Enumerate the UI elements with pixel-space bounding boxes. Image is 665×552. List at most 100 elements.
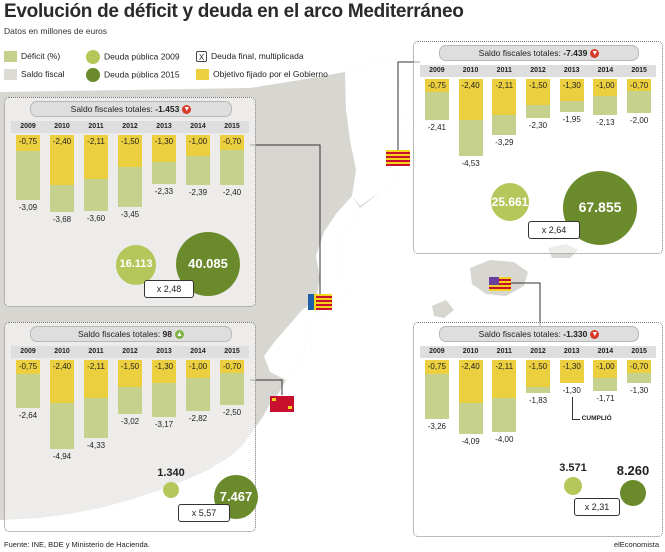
panel-header-label: Saldo fiscales totales: xyxy=(77,329,163,339)
arrow-down-icon: ▼ xyxy=(590,49,600,59)
debt-multiplier: x 2,48 xyxy=(144,280,194,298)
debt-2015-value: 67.855 xyxy=(578,199,622,216)
panel-header-label: Saldo fiscales totales: xyxy=(478,48,564,58)
legend-swatch-deuda-2015 xyxy=(86,68,100,82)
objetivo-bar xyxy=(424,79,449,92)
year-label: 2015 xyxy=(631,348,647,355)
debt-multiplier: x 5,57 xyxy=(178,504,230,522)
legend-swatch-objetivo xyxy=(196,69,209,81)
year-label: 2010 xyxy=(462,348,479,355)
objetivo-value-label: -0,75 xyxy=(18,137,38,146)
deficit-value-label: -2,50 xyxy=(222,408,242,417)
panel-header-value: -1.330 xyxy=(563,329,588,339)
objetivo-bar xyxy=(627,360,652,373)
deficit-value-label: -3,68 xyxy=(52,215,72,225)
deficit-value-label: -3,02 xyxy=(120,417,140,427)
year-label: 2010 xyxy=(54,348,70,355)
objetivo-bar xyxy=(220,135,244,150)
legend-item-deuda-2009: Deuda pública 2009 xyxy=(86,50,180,64)
deficit-value-label: -3,29 xyxy=(495,137,514,147)
panel-header: Saldo fiscales totales: -7.439 ▼ xyxy=(439,45,639,61)
legend-swatch-deuda-2009 xyxy=(86,50,100,64)
panel-baleares: Saldo fiscales totales: -1.330 ▼ 2009 2010 2… xyxy=(413,322,663,537)
objetivo-bar xyxy=(526,360,550,387)
connector-valencia xyxy=(250,144,321,300)
legend-swatch-deficit xyxy=(4,51,17,63)
arrow-down-icon: ▼ xyxy=(590,330,600,340)
flag-murcia-icon xyxy=(270,396,294,412)
objetivo-bar xyxy=(186,135,210,156)
objetivo-value-label: -1,30 xyxy=(562,81,581,90)
year-label: 2013 xyxy=(156,348,172,355)
year-label: 2010 xyxy=(462,67,479,74)
deficit-value-label: -2,64 xyxy=(18,410,38,420)
annotation-label: CUMPLIÓ xyxy=(581,415,612,423)
deficit-value-label: -3,09 xyxy=(18,202,38,212)
year-label: 2012 xyxy=(530,348,546,355)
arrow-down-icon: ▼ xyxy=(182,105,192,115)
objetivo-bar xyxy=(424,360,449,374)
objetivo-bar xyxy=(118,135,142,167)
year-label: 2011 xyxy=(88,123,104,130)
year-label: 2009 xyxy=(20,123,36,130)
year-label: 2014 xyxy=(597,348,614,355)
panel-header-value: 98 xyxy=(162,329,173,339)
deficit-value-label: -1,71 xyxy=(596,393,615,403)
deficit-value-label: -4,00 xyxy=(495,435,514,444)
debt-2009-circle xyxy=(116,245,156,285)
objetivo-value-label: -2,11 xyxy=(87,362,105,371)
map-region-cataluna xyxy=(345,60,410,206)
objetivo-value-label: -1,00 xyxy=(188,137,208,146)
legend-item-saldo: Saldo fiscal xyxy=(4,69,64,81)
objetivo-value-label: -0,75 xyxy=(18,362,38,371)
year-row: 2009 2010 2011 2012 2013 2014 2015 xyxy=(420,346,656,358)
objetivo-bar xyxy=(458,360,483,404)
year-label: 2013 xyxy=(563,67,580,74)
objetivo-value-label: -0,70 xyxy=(630,362,649,371)
objetivo-value-label: -1,00 xyxy=(596,362,615,371)
debt-2015-value: 8.260 xyxy=(616,463,650,478)
legend: Déficit (%) Saldo fiscal Deuda pública 2… xyxy=(4,49,334,85)
year-row: 2009 2010 2011 2012 2013 2014 2015 xyxy=(11,346,249,358)
deficit-value-label: -3,45 xyxy=(120,210,140,220)
debt-multiplier: x 2,31 xyxy=(574,498,620,516)
map-region-murcia xyxy=(264,300,324,380)
objetivo-bar xyxy=(492,79,517,115)
deficit-value-label: -1,95 xyxy=(562,115,581,125)
objetivo-bar xyxy=(627,79,652,91)
panel-header: Saldo fiscales totales: 98 ▲ xyxy=(30,326,232,342)
objetivo-value-label: -1,50 xyxy=(528,362,548,371)
panel-cataluna: Saldo fiscales totales: -7.439 ▼ 2009 2010 2… xyxy=(413,41,663,254)
objetivo-bar xyxy=(526,79,550,105)
legend-item-objetivo: Objetivo fijado por el Gobierno xyxy=(196,69,328,81)
legend-item-deuda-final: X Deuda final, multiplicada xyxy=(196,51,304,63)
year-label: 2011 xyxy=(496,67,512,74)
year-label: 2015 xyxy=(631,67,647,74)
objetivo-value-label: -1,50 xyxy=(120,137,140,146)
panel-header-value: -1.453 xyxy=(155,104,180,114)
annotation-stem xyxy=(571,397,573,420)
legend-swatch-saldo xyxy=(4,69,17,81)
connector-baleares xyxy=(500,282,541,330)
objetivo-bar xyxy=(50,360,74,404)
deficit-value-label: -2,82 xyxy=(188,413,208,423)
chart-title: Evolución de déficit y deuda en el arco … xyxy=(4,1,464,22)
debt-2009-value: 3.571 xyxy=(559,462,587,474)
deficit-value-label: -2,13 xyxy=(596,118,615,128)
objetivo-value-label: -0,70 xyxy=(630,81,649,90)
arrow-up-icon: ▲ xyxy=(175,330,185,340)
deficit-value-label: -3,60 xyxy=(86,213,106,223)
debt-2015-value: 40.085 xyxy=(188,255,228,271)
objetivo-bar xyxy=(152,135,176,163)
objetivo-bar xyxy=(16,360,40,374)
debt-2009-value: 25.661 xyxy=(491,194,529,209)
deficit-value-label: -2,41 xyxy=(427,122,446,132)
credit-note: elEconomista xyxy=(613,540,659,549)
year-label: 2014 xyxy=(190,123,206,130)
objetivo-bar xyxy=(593,79,618,96)
objetivo-value-label: -1,30 xyxy=(154,362,174,371)
legend-label-deficit: Déficit (%) xyxy=(21,51,61,61)
deficit-value-label: -3,26 xyxy=(427,421,446,431)
year-label: 2014 xyxy=(190,348,206,355)
objetivo-bar xyxy=(593,360,618,378)
